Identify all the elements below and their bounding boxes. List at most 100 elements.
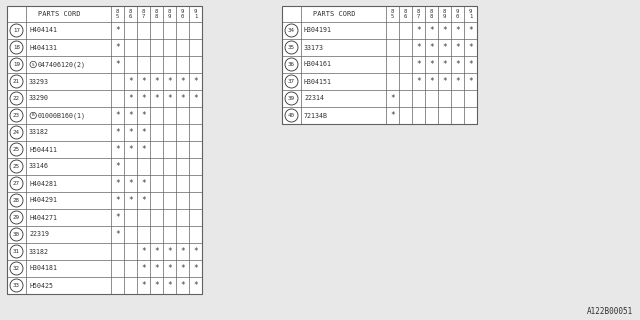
Text: *: * [180, 281, 185, 290]
Text: *: * [429, 60, 434, 69]
Text: *: * [193, 281, 198, 290]
Text: 9
1: 9 1 [469, 9, 472, 19]
Text: *: * [416, 26, 421, 35]
Text: *: * [141, 264, 146, 273]
Text: *: * [128, 111, 133, 120]
Text: H304151: H304151 [304, 78, 332, 84]
Text: 8
5: 8 5 [391, 9, 394, 19]
Text: 8
9: 8 9 [443, 9, 446, 19]
Text: *: * [141, 111, 146, 120]
Text: 19: 19 [13, 62, 20, 67]
Text: 8
7: 8 7 [417, 9, 420, 19]
Text: 33182: 33182 [29, 249, 49, 254]
Text: *: * [141, 128, 146, 137]
Text: 34: 34 [288, 28, 295, 33]
Text: *: * [115, 145, 120, 154]
Text: 33146: 33146 [29, 164, 49, 170]
Text: 8
9: 8 9 [168, 9, 171, 19]
Text: *: * [180, 77, 185, 86]
Text: *: * [128, 77, 133, 86]
Text: PARTS CORD: PARTS CORD [38, 11, 80, 17]
Text: *: * [141, 281, 146, 290]
Text: 35: 35 [288, 45, 295, 50]
Text: S: S [32, 62, 35, 67]
Text: *: * [115, 162, 120, 171]
Text: *: * [141, 179, 146, 188]
Text: *: * [115, 230, 120, 239]
Bar [282, 6, 477, 124]
Text: A122B00051: A122B00051 [587, 307, 633, 316]
Text: *: * [455, 77, 460, 86]
Text: *: * [180, 247, 185, 256]
Text: H404271: H404271 [29, 214, 57, 220]
Text: 27: 27 [13, 181, 20, 186]
Text: 22319: 22319 [29, 231, 49, 237]
Text: 24: 24 [13, 130, 20, 135]
Text: 25: 25 [13, 164, 20, 169]
Text: 40: 40 [288, 113, 295, 118]
Text: *: * [115, 128, 120, 137]
Text: *: * [416, 60, 421, 69]
Text: *: * [429, 26, 434, 35]
Text: 39: 39 [288, 96, 295, 101]
Text: *: * [180, 94, 185, 103]
Text: 8
6: 8 6 [404, 9, 407, 19]
Text: *: * [442, 60, 447, 69]
Text: 33293: 33293 [29, 78, 49, 84]
Text: *: * [455, 60, 460, 69]
Text: *: * [429, 43, 434, 52]
Text: *: * [442, 26, 447, 35]
Text: 18: 18 [13, 45, 20, 50]
Text: 22: 22 [13, 96, 20, 101]
Text: 33182: 33182 [29, 130, 49, 135]
Text: *: * [128, 128, 133, 137]
Text: *: * [468, 60, 473, 69]
Text: *: * [167, 264, 172, 273]
Text: 37: 37 [288, 79, 295, 84]
Text: 8
7: 8 7 [142, 9, 145, 19]
Text: *: * [167, 281, 172, 290]
Text: 29: 29 [13, 215, 20, 220]
Text: *: * [128, 179, 133, 188]
Text: H304191: H304191 [304, 28, 332, 34]
Text: *: * [128, 94, 133, 103]
Text: *: * [115, 26, 120, 35]
Text: *: * [468, 26, 473, 35]
Text: 9
1: 9 1 [194, 9, 197, 19]
Text: H50425: H50425 [29, 283, 53, 289]
Text: 17: 17 [13, 28, 20, 33]
Text: B: B [32, 114, 35, 117]
Text: H404131: H404131 [29, 44, 57, 51]
Text: 23: 23 [13, 113, 20, 118]
Text: H404291: H404291 [29, 197, 57, 204]
Text: 33173: 33173 [304, 44, 324, 51]
Text: *: * [442, 77, 447, 86]
Text: *: * [390, 111, 395, 120]
Text: *: * [416, 43, 421, 52]
Text: *: * [141, 145, 146, 154]
Text: *: * [468, 43, 473, 52]
Text: 8
5: 8 5 [116, 9, 119, 19]
Text: H304161: H304161 [304, 61, 332, 68]
Text: 32: 32 [13, 266, 20, 271]
Text: *: * [154, 94, 159, 103]
Text: *: * [193, 77, 198, 86]
Text: 9
0: 9 0 [456, 9, 459, 19]
Text: *: * [468, 77, 473, 86]
Text: 8
8: 8 8 [430, 9, 433, 19]
Text: 22314: 22314 [304, 95, 324, 101]
Text: *: * [455, 26, 460, 35]
Text: *: * [141, 196, 146, 205]
Text: *: * [429, 77, 434, 86]
Text: *: * [167, 94, 172, 103]
Text: 047406120(2): 047406120(2) [37, 61, 85, 68]
Text: *: * [416, 77, 421, 86]
Text: H404281: H404281 [29, 180, 57, 187]
Text: 21: 21 [13, 79, 20, 84]
Text: 31: 31 [13, 249, 20, 254]
Text: H404141: H404141 [29, 28, 57, 34]
Text: *: * [154, 264, 159, 273]
Text: *: * [115, 213, 120, 222]
Text: *: * [141, 94, 146, 103]
Text: *: * [193, 247, 198, 256]
